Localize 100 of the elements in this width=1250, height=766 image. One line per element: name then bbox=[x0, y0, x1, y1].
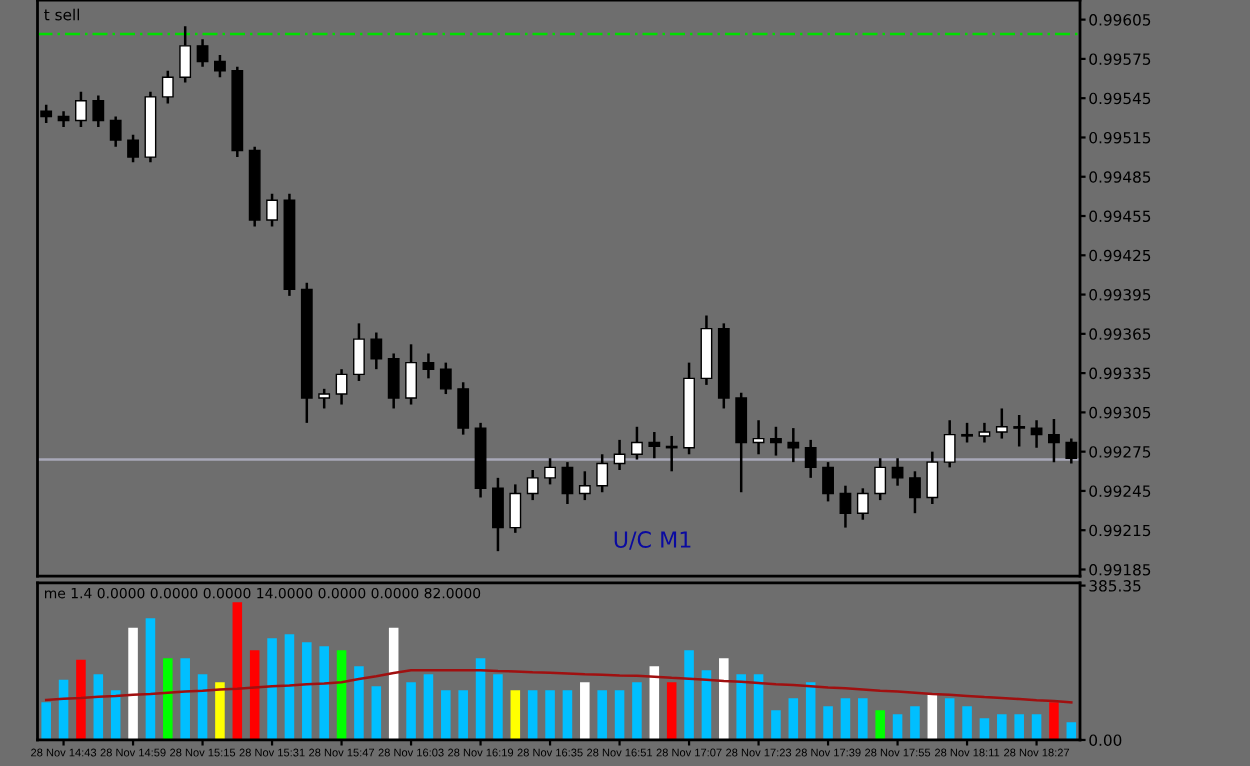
candlestick bbox=[266, 192, 278, 228]
candlestick bbox=[735, 391, 748, 494]
bar bbox=[128, 627, 138, 740]
bar bbox=[1014, 714, 1024, 740]
line-series bbox=[44, 669, 1073, 704]
bar bbox=[354, 666, 364, 740]
candlestick bbox=[161, 69, 174, 105]
bar bbox=[510, 690, 521, 740]
candlestick bbox=[631, 425, 643, 461]
candlestick bbox=[1013, 413, 1026, 448]
candlestick bbox=[439, 361, 452, 396]
bar bbox=[597, 690, 607, 740]
candlestick bbox=[787, 426, 800, 464]
candlestick bbox=[804, 438, 817, 480]
bar bbox=[493, 674, 503, 740]
candlestick bbox=[578, 470, 591, 502]
candlestick bbox=[961, 421, 973, 444]
bar bbox=[319, 646, 329, 740]
bar bbox=[632, 682, 642, 740]
bar bbox=[441, 690, 451, 740]
bar bbox=[736, 674, 746, 740]
candlestick bbox=[422, 352, 435, 380]
bar bbox=[232, 602, 243, 740]
bar bbox=[684, 650, 694, 740]
bar bbox=[927, 694, 938, 740]
bar bbox=[249, 650, 260, 740]
bar bbox=[267, 638, 277, 740]
candlestick bbox=[648, 430, 661, 460]
bar bbox=[1066, 722, 1077, 740]
candlestick bbox=[405, 343, 417, 406]
bar bbox=[527, 690, 538, 740]
bar bbox=[163, 658, 173, 740]
candlestick bbox=[526, 468, 539, 502]
candlestick bbox=[1030, 418, 1043, 449]
candlestick bbox=[109, 115, 122, 148]
candlestick bbox=[335, 367, 348, 406]
candlestick bbox=[874, 456, 887, 502]
candlestick bbox=[509, 483, 522, 535]
bar bbox=[580, 682, 590, 740]
bar bbox=[215, 682, 225, 740]
candlestick bbox=[370, 331, 383, 371]
candlestick bbox=[214, 53, 226, 79]
candlestick bbox=[596, 453, 609, 494]
candlestick bbox=[943, 418, 956, 469]
bar bbox=[1049, 702, 1059, 740]
bar bbox=[649, 666, 660, 740]
bar bbox=[1031, 714, 1042, 740]
bar bbox=[823, 706, 833, 740]
candlestick bbox=[891, 456, 904, 487]
bar bbox=[302, 642, 312, 740]
bar bbox=[475, 658, 486, 740]
bar bbox=[666, 682, 677, 740]
bar bbox=[180, 658, 190, 740]
candlestick bbox=[978, 421, 991, 444]
bar bbox=[858, 698, 868, 740]
candlestick bbox=[544, 456, 556, 486]
bar bbox=[423, 674, 434, 740]
candlestick bbox=[353, 322, 365, 383]
candlestick bbox=[839, 484, 852, 529]
candlestick bbox=[909, 470, 921, 515]
bar bbox=[145, 618, 156, 740]
bar bbox=[41, 702, 51, 740]
bar bbox=[701, 670, 712, 740]
candlestick bbox=[196, 38, 209, 69]
candlestick bbox=[127, 133, 139, 164]
bar bbox=[979, 718, 990, 740]
bar bbox=[875, 710, 885, 740]
bar bbox=[562, 690, 573, 740]
bar bbox=[892, 714, 903, 740]
candlestick bbox=[926, 450, 939, 506]
bar bbox=[284, 634, 295, 740]
candlestick bbox=[752, 418, 765, 456]
bar bbox=[76, 659, 86, 740]
candlestick bbox=[995, 407, 1008, 440]
candlestick bbox=[179, 24, 192, 84]
bar bbox=[788, 698, 799, 740]
bar bbox=[910, 706, 920, 740]
bar bbox=[719, 658, 729, 740]
bar bbox=[371, 686, 382, 740]
bar bbox=[840, 698, 851, 740]
candlestick bbox=[492, 476, 504, 553]
candlestick bbox=[561, 460, 574, 506]
candlestick bbox=[770, 425, 782, 457]
bar bbox=[753, 674, 764, 740]
bar bbox=[336, 650, 347, 740]
bar bbox=[388, 627, 399, 740]
bar bbox=[771, 710, 781, 740]
candlestick bbox=[1048, 417, 1060, 464]
candlestick bbox=[457, 381, 470, 436]
bar bbox=[962, 706, 972, 740]
bar bbox=[458, 690, 468, 740]
candlestick bbox=[822, 460, 834, 503]
candlestick bbox=[75, 90, 87, 129]
candlestick bbox=[92, 94, 105, 129]
candlestick bbox=[387, 352, 400, 410]
bar bbox=[944, 698, 955, 740]
bar bbox=[545, 690, 555, 740]
bar bbox=[406, 682, 416, 740]
annotation: U/C M1 bbox=[614, 531, 691, 550]
bar bbox=[997, 714, 1007, 740]
